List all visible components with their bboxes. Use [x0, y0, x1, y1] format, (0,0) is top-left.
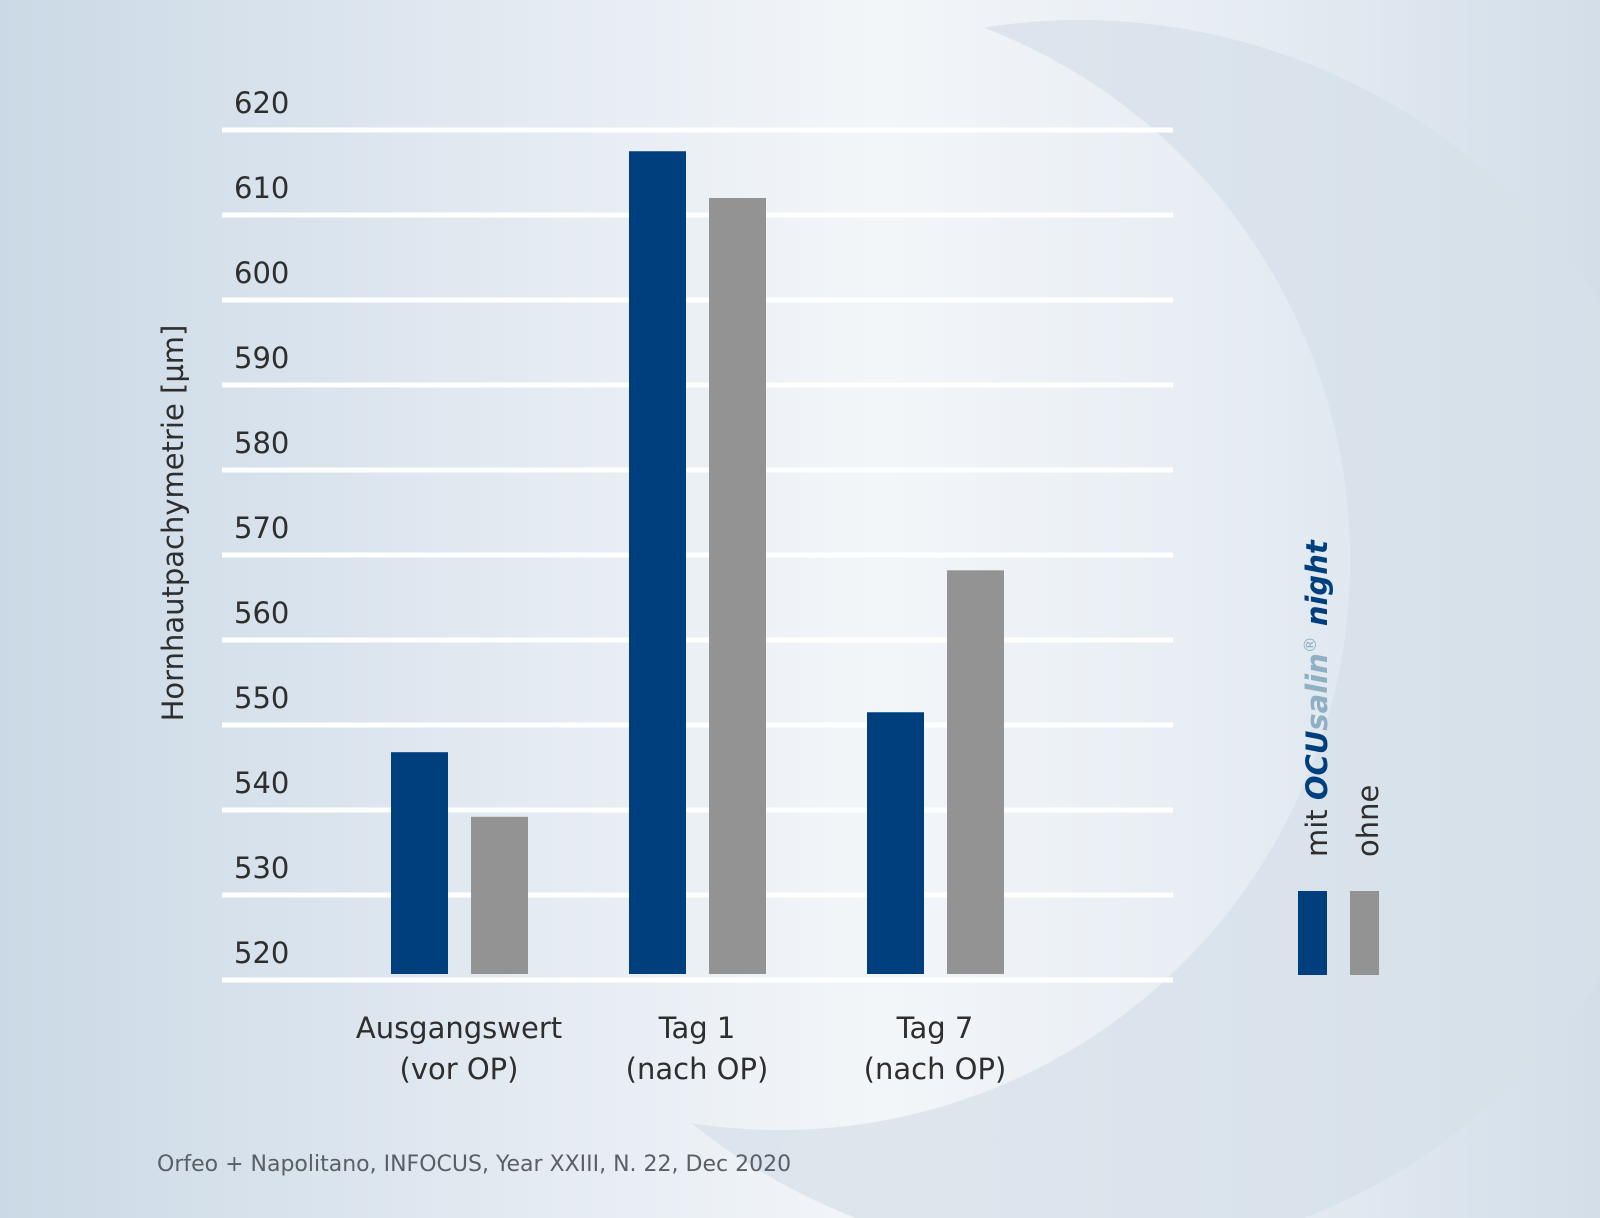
bar-series-2 [947, 570, 1004, 974]
gridline [222, 977, 1173, 983]
gridlines [222, 127, 1173, 983]
y-tick-label: 580 [234, 426, 289, 460]
legend-swatch-series-2 [1350, 891, 1379, 975]
x-category-label: (nach OP) [626, 1052, 769, 1086]
x-category-label: Tag 7 [896, 1011, 974, 1045]
gridline [222, 297, 1173, 303]
legend-label-series-1: mit OCUsalin® night [1300, 539, 1334, 857]
y-tick-label: 610 [234, 171, 289, 205]
bar-series-2 [709, 198, 766, 974]
y-tick-label: 540 [234, 766, 289, 800]
y-axis-ticks: 620 610 600 590 580 570 560 550 540 530 520 [234, 86, 289, 970]
y-tick-label: 600 [234, 256, 289, 290]
y-tick-label: 620 [234, 86, 289, 120]
legend: mit OCUsalin® night ohne [1298, 539, 1385, 975]
gridline [222, 212, 1173, 218]
legend-label-series-2: ohne [1351, 785, 1385, 857]
gridline [222, 637, 1173, 643]
legend-item-series-2: ohne [1350, 785, 1385, 975]
x-category-label: (vor OP) [400, 1052, 519, 1086]
y-tick-label: 560 [234, 596, 289, 630]
gridline [222, 467, 1173, 473]
bar-series-1 [867, 712, 924, 974]
gridline [222, 127, 1173, 133]
bar-series-1 [391, 752, 448, 974]
y-tick-label: 530 [234, 851, 289, 885]
gridline [222, 552, 1173, 558]
x-category-label: Ausgangswert [356, 1011, 562, 1045]
y-tick-label: 520 [234, 936, 289, 970]
bar-series-1 [629, 151, 686, 974]
legend-item-series-1: mit OCUsalin® night [1298, 539, 1334, 975]
y-tick-label: 570 [234, 511, 289, 545]
x-axis-categories: Ausgangswert (vor OP) Tag 1 (nach OP) Tag 7 (… [356, 1011, 1006, 1086]
bar-series-2 [471, 816, 528, 974]
legend-swatch-series-1 [1298, 891, 1327, 975]
bars [391, 151, 1004, 974]
gridline [222, 722, 1173, 728]
x-category-label: (nach OP) [864, 1052, 1007, 1086]
source-citation: Orfeo + Napolitano, INFOCUS, Year XXIII,… [157, 1152, 792, 1177]
x-category-label: Tag 1 [658, 1011, 736, 1045]
y-axis-label: Hornhautpachymetrie [µm] [156, 325, 190, 722]
gridline [222, 892, 1173, 898]
gridline [222, 382, 1173, 388]
y-tick-label: 590 [234, 341, 289, 375]
y-tick-label: 550 [234, 681, 289, 715]
gridline [222, 807, 1173, 813]
